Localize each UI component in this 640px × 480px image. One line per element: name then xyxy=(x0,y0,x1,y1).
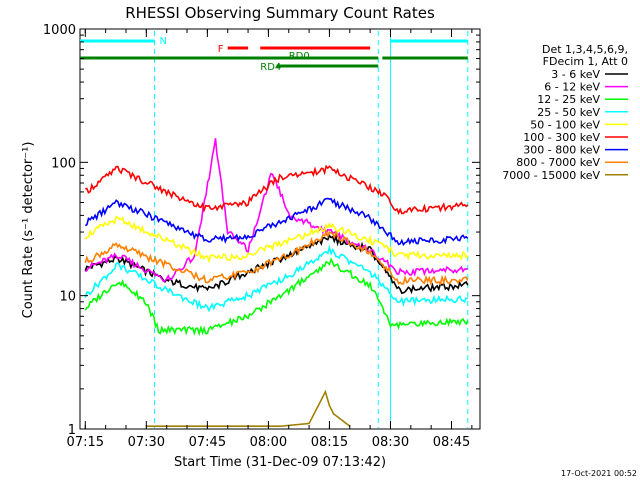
series-line-6 xyxy=(84,197,469,247)
legend-entry-8: 7000 - 15000 keV xyxy=(502,169,600,182)
generated-timestamp: 17-Oct-2021 00:52 xyxy=(561,469,637,478)
legend-header-1: FDecim 1, Att 0 xyxy=(543,55,628,68)
series-line-4 xyxy=(84,215,469,264)
chart-title: RHESSI Observing Summary Count Rates xyxy=(125,4,435,22)
y-tick-label-2: 100 xyxy=(51,156,76,171)
x-axis-title: Start Time (31-Dec-09 07:13:42) xyxy=(174,455,386,470)
legend-entry-2: 12 - 25 keV xyxy=(537,93,600,106)
series-line-8 xyxy=(146,389,351,427)
x-tick-label-4: 08:15 xyxy=(311,435,348,450)
flag-label-rd0: RD0 xyxy=(289,51,310,62)
y-axis-title: Count Rate (s⁻¹ detector⁻¹) xyxy=(21,142,36,319)
series-line-2 xyxy=(84,257,469,337)
x-tick-label-0: 07:15 xyxy=(67,435,104,450)
y-tick-label-3: 1000 xyxy=(43,23,76,38)
series-line-7 xyxy=(84,229,469,286)
x-tick-label-5: 08:30 xyxy=(372,435,409,450)
legend-entry-6: 300 - 800 keV xyxy=(523,144,600,157)
legend-entry-0: 3 - 6 keV xyxy=(551,68,600,81)
x-axis: 07:15 07:30 07:45 08:00 08:15 08:30 08:45 xyxy=(67,29,473,450)
x-tick-label-2: 07:45 xyxy=(189,435,226,450)
series-line-5 xyxy=(85,164,469,216)
x-tick-label-3: 08:00 xyxy=(250,435,287,450)
series-line-3 xyxy=(84,244,469,313)
y-axis: 1 10 100 1000 xyxy=(43,23,480,438)
legend-entry-4: 50 - 100 keV xyxy=(530,118,600,131)
legend-entry-3: 25 - 50 keV xyxy=(537,106,600,119)
plot-frame xyxy=(79,28,481,430)
y-tick-label-1: 10 xyxy=(59,290,76,305)
x-tick-label-6: 08:45 xyxy=(433,435,470,450)
series-lines xyxy=(84,138,469,427)
y-tick-label-0: 1 xyxy=(68,423,76,438)
legend-header-0: Det 1,3,4,5,6,9, xyxy=(542,43,628,56)
legend-entry-5: 100 - 300 keV xyxy=(523,131,600,144)
legend-entry-1: 6 - 12 keV xyxy=(544,81,600,94)
legend-entry-7: 800 - 7000 keV xyxy=(516,156,600,169)
legend: Det 1,3,4,5,6,9,FDecim 1, Att 03 - 6 keV… xyxy=(502,43,628,182)
vertical-markers xyxy=(153,31,469,428)
flag-label-rd4: RD4 xyxy=(260,62,281,73)
flag-label-f: F xyxy=(218,44,224,55)
flag-label-n: N xyxy=(159,36,166,47)
x-tick-label-1: 07:30 xyxy=(128,435,165,450)
flag-bars: N F RD0 RD4 xyxy=(80,36,468,73)
